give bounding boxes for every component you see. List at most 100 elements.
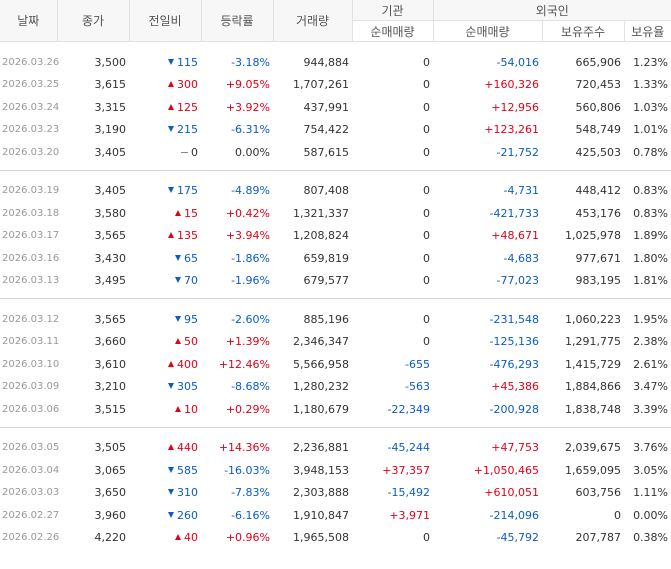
cell-diff: 125 [129,96,201,119]
cell-diff-value: 10 [184,402,198,416]
cell-foreign-holdings: 1,291,775 [565,335,621,349]
cell-foreign-ratio: 1.80% [633,251,669,265]
cell-volume: 1,707,261 [293,78,349,92]
cell-foreign-net: +48,671 [491,229,539,243]
cell-diff-value: 15 [184,206,198,220]
triangle-down-icon [175,277,181,284]
triangle-down-icon [168,58,174,65]
cell-rate: +12.46% [218,357,270,371]
triangle-up-icon [175,534,181,541]
cell-diff: 115 [129,51,201,74]
cell-foreign-holdings: 1,838,748 [565,402,621,416]
cell-inst-net: +37,357 [382,463,430,477]
cell-date: 2026.03.25 [2,79,60,91]
cell-volume: 1,910,847 [293,508,349,522]
cell-diff: 15 [129,202,201,225]
cell-inst-net: 0 [423,251,430,265]
cell-date: 2026.03.13 [2,275,60,287]
cell-foreign-holdings: 1,060,223 [565,312,621,326]
header-close: 종가 [57,0,130,42]
cell-rate: +0.29% [225,402,270,416]
cell-inst-net: 0 [423,55,430,69]
cell-foreign-ratio: 2.38% [633,335,669,349]
cell-diff-value: 440 [177,441,198,455]
cell-rate: -3.18% [231,55,270,69]
cell-rate: +0.96% [225,531,270,545]
cell-foreign-ratio: 1.95% [633,312,669,326]
cell-foreign-net: -421,733 [489,206,539,220]
cell-foreign-holdings: 1,884,866 [565,380,621,394]
table-row: 2026.02.26 4,220 40 +0.96% 1,965,508 0 -45,792… [0,527,671,550]
table-row: 2026.03.09 3,210 305 -8.68% 1,280,232 -563 +45… [0,376,671,399]
cell-foreign-net: +45,386 [491,380,539,394]
cell-diff-value: 300 [177,78,198,92]
triangle-up-icon [168,444,174,451]
group-spacer [0,299,671,308]
cell-date: 2026.03.11 [2,336,60,348]
cell-rate: 0.00% [235,145,270,159]
cell-foreign-net: -21,752 [496,145,539,159]
cell-rate: -8.68% [231,380,270,394]
group-spacer [0,42,671,52]
triangle-down-icon [168,187,174,194]
cell-volume: 807,408 [303,184,350,198]
daily-price-table: 날짜 종가 전일비 등락률 거래량 기관 외국인 순매매량 순매매량 보유주수 … [0,0,671,550]
cell-volume: 1,321,337 [293,206,349,220]
cell-volume: 944,884 [303,55,350,69]
cell-diff: 0 [129,141,201,164]
cell-inst-net: 0 [423,78,430,92]
cell-foreign-holdings: 425,503 [575,145,622,159]
cell-diff: 65 [129,247,201,270]
cell-foreign-net: +12,956 [491,100,539,114]
triangle-up-icon [168,360,174,367]
header-rate: 등락률 [201,0,274,42]
cell-diff-value: 65 [184,251,198,265]
cell-foreign-ratio: 3.05% [633,463,669,477]
cell-inst-net: 0 [423,274,430,288]
cell-close: 3,515 [94,402,127,416]
cell-volume: 1,965,508 [293,531,349,545]
cell-diff: 40 [129,527,201,550]
cell-close: 3,565 [94,312,127,326]
cell-diff: 95 [129,308,201,331]
cell-foreign-ratio: 0.38% [633,531,669,545]
cell-volume: 2,236,881 [293,441,349,455]
triangle-up-icon [168,103,174,110]
cell-inst-net: -45,244 [387,441,430,455]
cell-foreign-holdings: 448,412 [575,184,622,198]
cell-foreign-ratio: 1.81% [633,274,669,288]
table-row: 2026.03.10 3,610 400 +12.46% 5,566,958 -655 -4… [0,353,671,376]
cell-rate: -16.03% [224,463,270,477]
triangle-up-icon [175,209,181,216]
cell-close: 3,065 [94,463,127,477]
cell-foreign-holdings: 0 [614,508,621,522]
dash-icon [181,151,188,153]
table-row: 2026.03.11 3,660 50 +1.39% 2,346,347 0 -125,13… [0,331,671,354]
cell-date: 2026.03.20 [2,146,60,158]
cell-date: 2026.03.24 [2,101,60,113]
cell-date: 2026.03.12 [2,313,60,325]
cell-foreign-net: +160,326 [484,78,539,92]
group-divider [0,426,671,428]
table-row: 2026.03.20 3,405 0 0.00% 587,615 0 -21,752 425,… [0,141,671,164]
cell-date: 2026.03.18 [2,207,60,219]
cell-date: 2026.03.16 [2,252,60,264]
cell-volume: 679,577 [303,274,350,288]
cell-close: 3,960 [94,508,127,522]
cell-diff-value: 115 [177,55,198,69]
cell-foreign-holdings: 1,415,729 [565,357,621,371]
cell-volume: 3,948,153 [293,463,349,477]
cell-date: 2026.02.26 [2,532,60,544]
cell-foreign-net: -4,731 [503,184,539,198]
cell-diff-value: 260 [177,508,198,522]
cell-foreign-holdings: 207,787 [575,531,622,545]
cell-rate: -6.31% [231,123,270,137]
header-inst-net: 순매매량 [352,20,434,42]
cell-diff-value: 95 [184,312,198,326]
cell-inst-net: 0 [423,206,430,220]
cell-foreign-net: -231,548 [489,312,539,326]
cell-rate: +14.36% [218,441,270,455]
cell-foreign-net: -4,683 [503,251,539,265]
cell-volume: 587,615 [303,145,350,159]
cell-foreign-holdings: 983,195 [575,274,622,288]
